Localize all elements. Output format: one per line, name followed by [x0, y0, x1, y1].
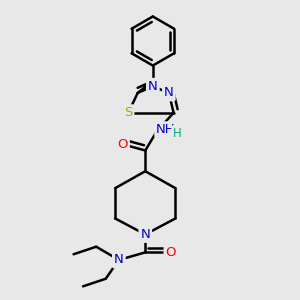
Text: N: N: [148, 80, 158, 93]
Text: S: S: [124, 106, 133, 119]
Text: NH: NH: [156, 123, 176, 136]
Text: N: N: [114, 254, 124, 266]
Text: N: N: [164, 86, 174, 99]
Text: O: O: [117, 138, 128, 151]
Text: H: H: [173, 127, 182, 140]
Text: O: O: [166, 246, 176, 259]
Text: N: N: [140, 228, 150, 241]
